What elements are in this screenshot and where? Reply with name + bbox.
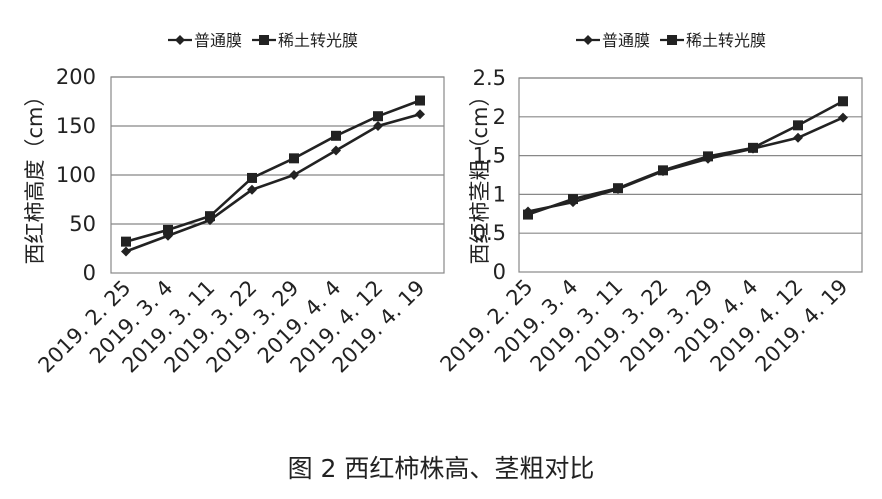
y-tick-label: 1 bbox=[493, 182, 506, 206]
data-point-square bbox=[523, 209, 533, 220]
data-point-diamond bbox=[331, 145, 341, 156]
legend-label: 普通膜 bbox=[602, 31, 650, 50]
y-tick-label: 2 bbox=[493, 105, 506, 129]
y-tick-label: 0.5 bbox=[473, 221, 506, 245]
data-point-square bbox=[793, 120, 803, 131]
data-point-square bbox=[658, 165, 668, 176]
data-point-square bbox=[205, 211, 215, 222]
legend-diamond-marker bbox=[583, 35, 593, 45]
data-point-square bbox=[289, 153, 299, 164]
y-tick-label: 0 bbox=[493, 260, 506, 284]
series-line bbox=[527, 116, 844, 213]
y-tick-label: 150 bbox=[56, 114, 96, 138]
legend-square-marker bbox=[667, 35, 678, 45]
y-tick-label: 2.5 bbox=[473, 66, 506, 90]
y-tick-label: 200 bbox=[56, 65, 96, 89]
y-axis-title: 西红柿高度（cm） bbox=[23, 85, 47, 264]
data-point-diamond bbox=[121, 246, 131, 257]
data-point-square bbox=[748, 142, 758, 153]
data-point-square bbox=[703, 151, 713, 162]
data-point-square bbox=[331, 130, 341, 141]
series-line bbox=[527, 100, 844, 216]
data-point-square bbox=[838, 96, 848, 107]
data-point-diamond bbox=[247, 184, 257, 195]
plot-frame bbox=[518, 77, 863, 273]
legend-square-marker bbox=[259, 35, 270, 45]
legend-diamond-marker bbox=[175, 35, 185, 45]
data-point-square bbox=[373, 111, 383, 122]
data-point-square bbox=[568, 194, 578, 205]
data-point-square bbox=[247, 172, 257, 183]
data-point-diamond bbox=[289, 170, 299, 180]
data-point-diamond bbox=[373, 121, 383, 131]
data-point-diamond bbox=[793, 132, 803, 143]
series-line bbox=[125, 112, 421, 253]
y-tick-label: 50 bbox=[69, 212, 96, 236]
data-point-square bbox=[163, 224, 173, 235]
y-tick-label: 100 bbox=[56, 163, 96, 187]
data-point-diamond bbox=[415, 109, 425, 120]
data-point-square bbox=[613, 183, 623, 194]
legend-label: 稀土转光膜 bbox=[278, 31, 358, 50]
y-tick-label: 1.5 bbox=[473, 144, 506, 168]
legend-label: 稀土转光膜 bbox=[686, 31, 766, 50]
figure-caption: 图 2 西红柿株高、茎粗对比 bbox=[288, 454, 595, 483]
data-point-square bbox=[415, 95, 425, 106]
legend-label: 普通膜 bbox=[194, 31, 242, 50]
y-axis-title: 西红柿茎粗（cm） bbox=[468, 85, 492, 264]
data-point-diamond bbox=[838, 112, 848, 123]
series-line bbox=[125, 99, 421, 243]
y-tick-label: 0 bbox=[83, 261, 96, 285]
data-point-square bbox=[121, 236, 131, 247]
